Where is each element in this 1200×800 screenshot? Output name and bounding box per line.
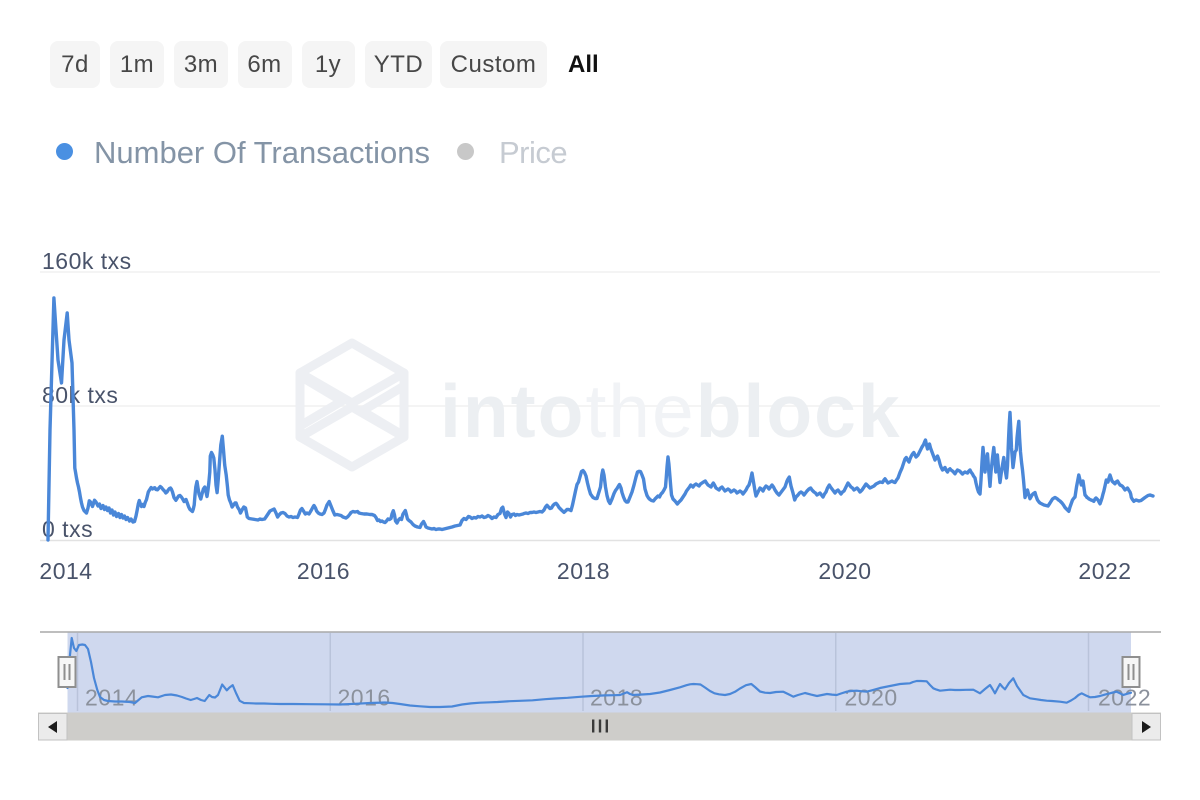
svg-text:2022: 2022 xyxy=(1098,685,1151,711)
svg-text:intotheblock: intotheblock xyxy=(440,369,902,453)
svg-text:2018: 2018 xyxy=(590,685,643,711)
svg-text:2020: 2020 xyxy=(845,685,898,711)
svg-text:2016: 2016 xyxy=(338,685,391,711)
svg-text:2014: 2014 xyxy=(85,685,138,711)
